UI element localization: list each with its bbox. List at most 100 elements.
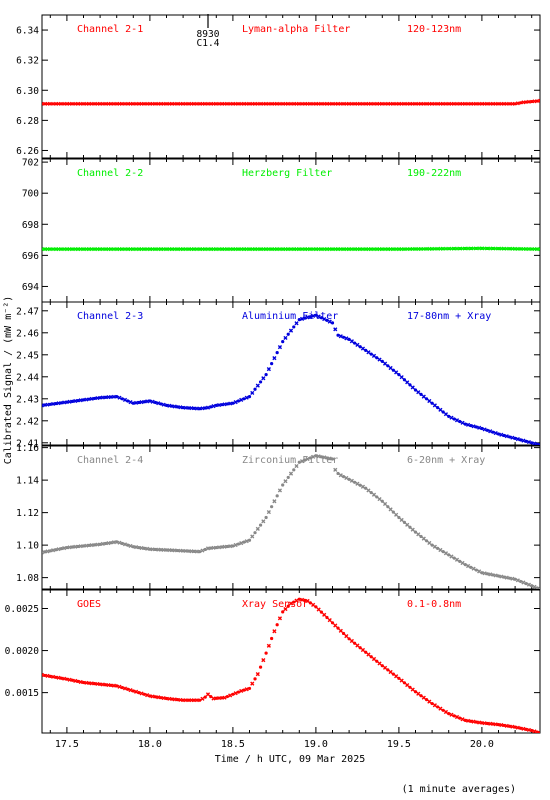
data-point	[247, 247, 252, 251]
band-label: 0.1-0.8nm	[407, 599, 461, 610]
data-point	[402, 378, 407, 382]
y-tick-label: 6.28	[16, 116, 39, 127]
data-point	[341, 335, 346, 339]
data-point	[264, 247, 268, 251]
data-point	[73, 678, 78, 683]
data-point	[231, 544, 235, 548]
data-point	[87, 102, 91, 106]
data-point	[200, 548, 205, 553]
data-point	[65, 102, 69, 106]
data-point	[192, 102, 196, 106]
data-point	[427, 398, 432, 404]
data-point	[353, 641, 357, 645]
data-point	[521, 726, 526, 731]
data-point	[386, 505, 390, 509]
data-point	[502, 247, 506, 251]
data-point	[198, 102, 202, 106]
data-point	[519, 101, 523, 105]
x-axis-label: Time / h UTC, 09 Mar 2025	[215, 754, 366, 765]
data-point	[236, 690, 241, 694]
data-point	[427, 101, 432, 106]
data-point	[67, 545, 72, 550]
data-point	[447, 414, 451, 418]
data-point	[421, 695, 426, 700]
data-series	[42, 454, 540, 589]
data-point	[67, 101, 72, 106]
data-point	[159, 548, 163, 552]
data-point	[477, 569, 482, 574]
data-point	[504, 434, 509, 439]
data-point	[330, 321, 335, 325]
data-point	[371, 656, 377, 662]
x-tick-label: 18.5	[221, 739, 245, 750]
data-point	[480, 571, 484, 575]
data-point	[272, 356, 277, 361]
data-point	[205, 101, 211, 106]
data-point	[405, 246, 410, 252]
data-point	[344, 247, 349, 252]
data-point	[325, 318, 329, 322]
data-point	[100, 101, 105, 106]
data-point	[236, 247, 241, 251]
data-point	[106, 540, 111, 546]
data-point	[73, 101, 78, 106]
data-point	[443, 412, 449, 417]
data-point	[292, 247, 296, 251]
data-point	[369, 247, 373, 251]
data-point	[233, 542, 238, 548]
data-point	[45, 402, 50, 407]
data-point	[447, 712, 451, 716]
data-point	[161, 101, 166, 106]
data-point	[192, 247, 196, 251]
data-point	[203, 247, 207, 251]
data-point	[394, 247, 399, 252]
data-point	[159, 402, 163, 406]
data-point	[532, 441, 537, 445]
data-point	[216, 101, 222, 106]
data-point	[283, 335, 288, 341]
y-tick-label: 2.44	[16, 372, 39, 383]
data-point	[537, 98, 540, 103]
data-point	[258, 102, 263, 106]
data-point	[76, 102, 80, 106]
data-point	[360, 346, 366, 351]
data-point	[272, 629, 277, 634]
data-point	[137, 102, 141, 106]
data-point	[67, 399, 72, 404]
data-point	[452, 714, 456, 718]
data-point	[432, 703, 437, 708]
y-tick-label: 700	[22, 189, 39, 200]
data-point	[228, 101, 233, 106]
data-point	[477, 720, 482, 725]
data-point	[145, 101, 150, 106]
data-point	[275, 247, 279, 251]
data-point	[371, 247, 377, 252]
data-point	[76, 679, 80, 684]
data-point	[192, 549, 196, 553]
data-point	[281, 102, 285, 106]
data-point	[491, 430, 495, 434]
data-point	[364, 102, 368, 106]
panels-layer: 6.26 6.28 6.30 6.32 6.34 Channel 2-1 Lyman-alp…	[5, 14, 541, 734]
data-point	[286, 332, 290, 336]
data-point	[499, 432, 504, 437]
data-point	[410, 687, 415, 692]
data-point	[386, 102, 390, 106]
data-point	[410, 246, 415, 252]
data-point	[482, 246, 487, 251]
data-point	[463, 422, 467, 426]
data-point	[416, 101, 421, 106]
data-point	[360, 101, 366, 106]
data-point	[303, 102, 307, 106]
data-point	[78, 544, 83, 549]
data-point	[524, 581, 528, 586]
data-point	[281, 483, 285, 487]
data-point	[438, 101, 443, 106]
data-point	[264, 515, 268, 520]
data-point	[98, 247, 102, 251]
y-tick-label: 6.34	[16, 26, 39, 37]
data-point	[480, 102, 484, 106]
data-point	[526, 99, 532, 104]
data-point	[364, 486, 368, 490]
data-point	[200, 101, 205, 106]
